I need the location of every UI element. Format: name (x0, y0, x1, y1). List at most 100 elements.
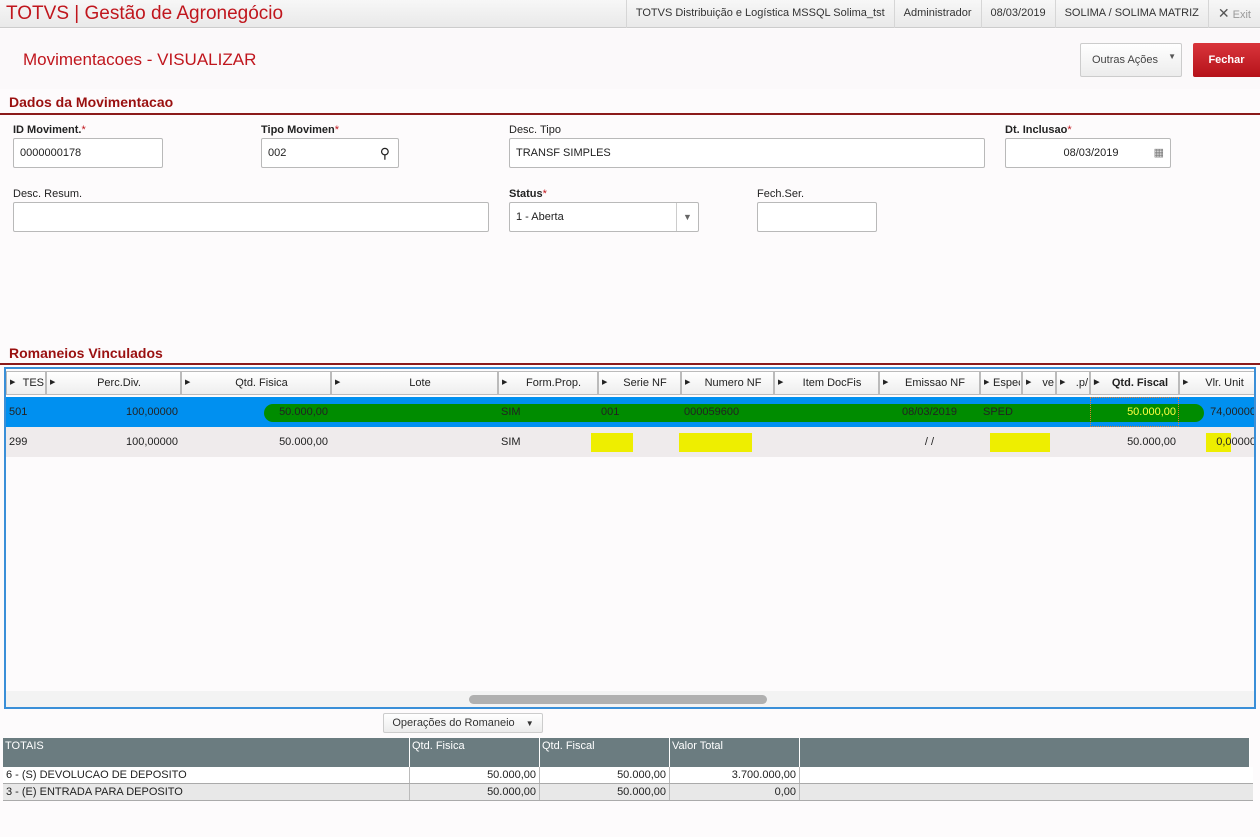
status-select[interactable]: 1 - Aberta ▼ (509, 202, 699, 232)
caret-down-icon: ▼ (525, 719, 534, 728)
column-header[interactable]: ▶ Numero NF (681, 371, 774, 395)
totais-cell: 50.000,00 (540, 784, 670, 800)
top-bar-info: TOTVS Distribuição e Logística MSSQL Sol… (625, 0, 1260, 28)
column-header-label: Item DocFis (802, 377, 862, 389)
dt-inclusao-field[interactable]: 08/03/2019 ▦ (1005, 138, 1171, 168)
id-field[interactable]: 0000000178 (13, 138, 163, 168)
column-header-label: Perc.Div. (97, 377, 141, 389)
environment-label: TOTVS Distribuição e Logística MSSQL Sol… (625, 0, 894, 28)
search-icon[interactable]: ⚲ (379, 145, 390, 161)
sort-arrow-icon: ▶ (1183, 379, 1189, 386)
outras-acoes-button[interactable]: Outras Ações ▼ (1080, 43, 1182, 77)
table-cell (1022, 397, 1056, 427)
sort-arrow-icon: ▶ (50, 379, 56, 386)
caret-down-icon: ▼ (1168, 52, 1176, 61)
table-cell: 50.000,00 (279, 406, 328, 418)
totais-cell: 50.000,00 (410, 767, 540, 783)
sort-arrow-icon: ▶ (185, 379, 191, 386)
table-cell (681, 427, 774, 457)
column-header[interactable]: ▶Especie (980, 371, 1022, 395)
exit-label: Exit (1232, 9, 1251, 21)
fechar-button[interactable]: Fechar (1193, 43, 1260, 77)
table-cell: 08/03/2019 (901, 406, 958, 418)
table-cell: SPED (983, 406, 1013, 418)
close-icon: ✕ (1217, 5, 1230, 21)
table-cell: 50.000,00 (1090, 397, 1179, 427)
table-cell (774, 397, 879, 427)
tipo-label: Tipo Movimen* (261, 124, 340, 136)
table-row[interactable]: 501 100,00000 50.000,00 SIM 001 000059600 08/0… (6, 397, 1256, 427)
table-cell (980, 427, 1022, 457)
sort-arrow-icon: ▶ (502, 379, 508, 386)
column-header[interactable]: ▶ ve (1022, 371, 1056, 395)
redaction-mark (591, 433, 633, 452)
column-header-label: Form.Prop. (525, 377, 581, 389)
horizontal-scrollbar[interactable] (6, 691, 1254, 707)
column-header[interactable]: ▶ Perc.Div. (46, 371, 181, 395)
status-label: Status* (509, 188, 547, 200)
table-cell (1056, 397, 1090, 427)
outras-acoes-label: Outras Ações (1092, 54, 1159, 66)
column-header[interactable]: ▶ Item DocFis (774, 371, 879, 395)
table-cell: 001 (601, 406, 620, 418)
sort-arrow-icon: ▶ (1026, 379, 1032, 386)
desc-tipo-field[interactable]: TRANSF SIMPLES (509, 138, 985, 168)
table-cell (331, 427, 498, 457)
table-cell (1056, 427, 1090, 457)
divider (0, 113, 1260, 115)
desc-resum-field[interactable] (13, 202, 489, 232)
column-header[interactable]: ▶ Form.Prop. (498, 371, 598, 395)
column-header[interactable]: ▶ Lote (331, 371, 498, 395)
operacoes-romaneio-button[interactable]: Operações do Romaneio ▼ (383, 713, 543, 733)
totais-header: TOTAIS (3, 738, 410, 767)
column-header-label: Lote (409, 377, 431, 389)
section-title-romaneios: Romaneios Vinculados (9, 345, 163, 361)
exit-button[interactable]: ✕ Exit (1207, 0, 1260, 28)
totais-row[interactable]: 6 - (S) DEVOLUCAO DE DEPOSITO 50.000,00 50… (3, 767, 1253, 784)
totais-header: Valor Total (670, 738, 800, 767)
sort-arrow-icon: ▶ (602, 379, 608, 386)
table-cell: 0,00000 (1216, 436, 1256, 448)
table-row[interactable]: 299 100,00000 50.000,00 SIM / / 50.000,00 0,00… (6, 427, 1256, 457)
calendar-icon[interactable]: ▦ (1153, 147, 1164, 159)
dt-inclusao-label: Dt. Inclusao* (1005, 124, 1072, 136)
column-header[interactable]: ▶ Qtd. Fiscal (1090, 371, 1179, 395)
redaction-mark (1206, 433, 1231, 452)
fech-ser-field[interactable] (757, 202, 877, 232)
redaction-mark (990, 433, 1050, 452)
table-cell: 100,00000 (126, 436, 178, 448)
totais-header (800, 738, 1250, 767)
page-title: Movimentacoes - VISUALIZAR (23, 50, 257, 69)
chevron-down-icon: ▼ (676, 203, 698, 231)
column-header[interactable]: ▶ Qtd. Fisica (181, 371, 331, 395)
totais-row[interactable]: 3 - (E) ENTRADA PARA DEPOSITO 50.000,00 50… (3, 784, 1253, 801)
table-cell (598, 427, 681, 457)
table-cell (774, 427, 879, 457)
sort-arrow-icon: ▶ (685, 379, 691, 386)
column-header[interactable]: ▶ Serie NF (598, 371, 681, 395)
column-header[interactable]: ▶ TES (6, 371, 46, 395)
column-header-label: ve (1042, 377, 1054, 389)
column-header-label: Qtd. Fiscal (1111, 377, 1169, 389)
column-header[interactable]: ▶ Vlr. Unit (1179, 371, 1254, 395)
app-title: TOTVS | Gestão de Agronegócio (6, 3, 284, 24)
id-label: ID Moviment.* (13, 124, 86, 136)
totais-cell: 6 - (S) DEVOLUCAO DE DEPOSITO (3, 767, 410, 783)
table-cell: 74,00000 (1210, 406, 1256, 418)
column-header[interactable]: ▶ .p/ (1056, 371, 1090, 395)
page-header (0, 29, 1260, 89)
sort-arrow-icon: ▶ (1094, 379, 1100, 386)
column-header-label: .p/ (1075, 377, 1088, 389)
romaneios-grid[interactable]: ▶ TES ▶ Perc.Div. ▶ Qtd. Fisica ▶ Lote ▶ Form.Pro… (4, 367, 1256, 709)
totais-header: Qtd. Fiscal (540, 738, 670, 767)
totais-cell: 3 - (E) ENTRADA PARA DEPOSITO (3, 784, 410, 800)
scrollbar-thumb[interactable] (469, 695, 767, 704)
column-header-label: Especie (993, 377, 1020, 389)
table-cell: 100,00000 (126, 406, 178, 418)
table-cell: SIM (501, 436, 521, 448)
totais-cell: 50.000,00 (540, 767, 670, 783)
operacoes-label: Operações do Romaneio (392, 717, 515, 729)
table-cell: SIM (501, 406, 521, 418)
column-header[interactable]: ▶ Emissao NF (879, 371, 980, 395)
tipo-field[interactable]: 002 ⚲ (261, 138, 399, 168)
